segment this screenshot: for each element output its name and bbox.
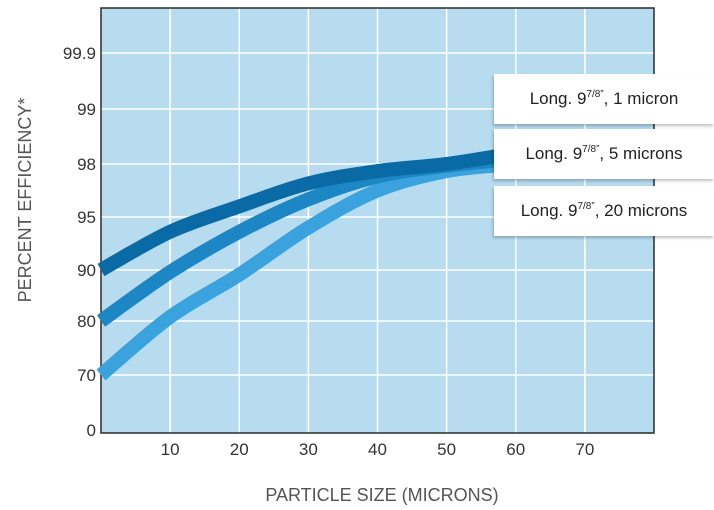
legend-label: Long. 97/8”, 1 micron — [529, 89, 679, 108]
y-tick-label: 99.9 — [63, 44, 96, 63]
legend-item-1-micron: Long. 97/8”, 1 micron — [494, 74, 714, 124]
legend-label: Long. 97/8”, 5 microns — [525, 144, 683, 163]
legend-item-5-microns: Long. 97/8”, 5 microns — [494, 129, 714, 179]
x-axis: 10 20 30 40 50 60 70 — [161, 440, 595, 459]
legend-item-20-microns: Long. 97/8”, 20 microns — [494, 186, 714, 236]
y-tick-label: 95 — [77, 208, 96, 227]
x-tick-label: 50 — [437, 440, 456, 459]
y-axis: 0 70 80 90 95 98 99 99.9 — [63, 44, 96, 440]
x-tick-label: 40 — [368, 440, 387, 459]
legend-label: Long. 97/8”, 20 microns — [520, 201, 688, 220]
x-tick-label: 70 — [575, 440, 594, 459]
y-tick-label: 99 — [77, 100, 96, 119]
x-axis-label: PARTICLE SIZE (MICRONS) — [265, 485, 498, 505]
y-tick-label: 70 — [77, 366, 96, 385]
y-tick-label: 0 — [87, 421, 96, 440]
x-tick-label: 30 — [299, 440, 318, 459]
x-tick-label: 10 — [161, 440, 180, 459]
y-tick-label: 90 — [77, 261, 96, 280]
x-tick-label: 60 — [506, 440, 525, 459]
y-tick-label: 80 — [77, 312, 96, 331]
series-line-0 — [97, 146, 517, 277]
y-axis-label: PERCENT EFFICIENCY* — [15, 98, 35, 303]
y-tick-label: 98 — [77, 155, 96, 174]
series-group — [96, 146, 517, 381]
x-tick-label: 20 — [230, 440, 249, 459]
